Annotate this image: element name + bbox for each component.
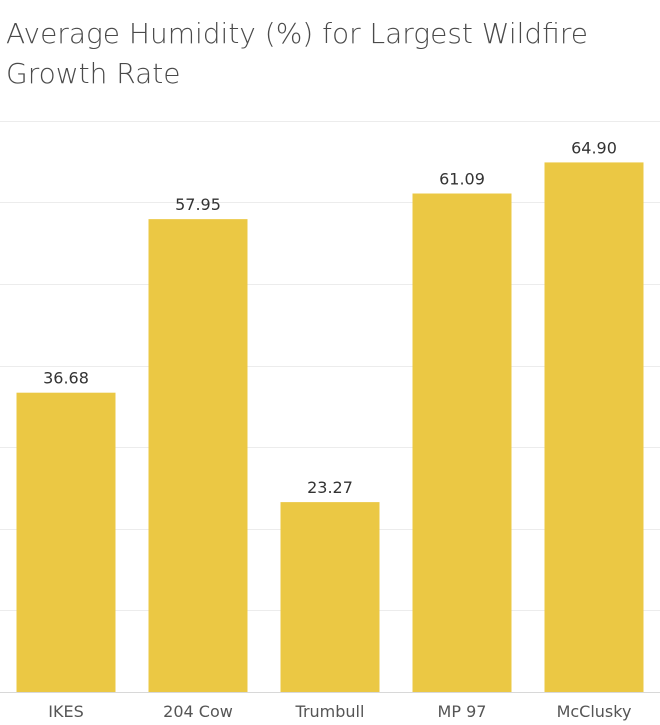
value-label: 64.90 xyxy=(571,138,617,157)
bar-ikes[interactable] xyxy=(16,392,116,692)
bar-mcclusky[interactable] xyxy=(544,162,644,692)
value-label: 61.09 xyxy=(439,170,485,189)
bar-mp-97[interactable] xyxy=(412,193,512,692)
category-label: IKES xyxy=(48,702,83,721)
value-label: 57.95 xyxy=(175,195,221,214)
category-label: 204 Cow xyxy=(163,702,233,721)
value-label: 36.68 xyxy=(43,369,89,388)
category-label: Trumbull xyxy=(295,702,365,721)
value-label: 23.27 xyxy=(307,478,353,497)
value-labels: 36.68 57.95 23.27 61.09 64.90 xyxy=(43,138,617,497)
chart-title: Average Humidity (%) for Largest Wildfir… xyxy=(6,17,588,90)
bar-trumbull[interactable] xyxy=(280,502,380,692)
category-labels: IKES 204 Cow Trumbull MP 97 McClusky xyxy=(48,702,631,721)
bars xyxy=(16,162,644,693)
category-label: MP 97 xyxy=(438,702,487,721)
category-label: McClusky xyxy=(557,702,632,721)
bar-204-cow[interactable] xyxy=(148,219,248,693)
